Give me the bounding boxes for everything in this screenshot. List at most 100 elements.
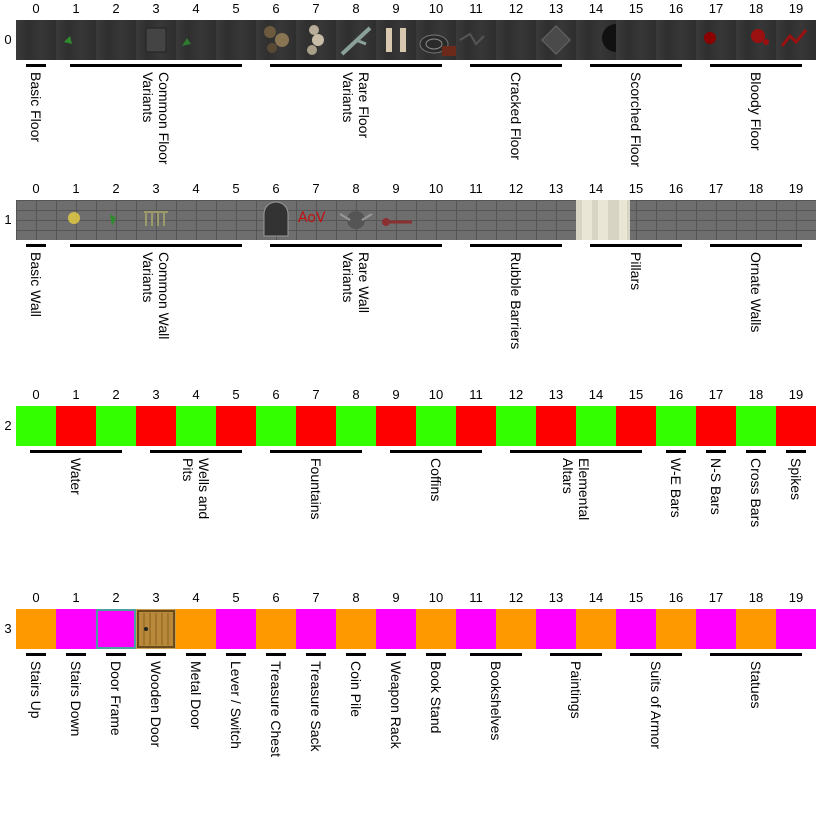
tile[interactable] [96,406,136,446]
tile[interactable] [216,609,256,649]
tile[interactable] [136,609,176,649]
tile[interactable] [256,406,296,446]
tile[interactable] [736,609,776,649]
column-number: 14 [588,181,604,196]
tile[interactable] [776,609,816,649]
tile[interactable] [616,200,656,240]
tile[interactable] [736,200,776,240]
tile[interactable] [776,200,816,240]
tile[interactable] [216,20,256,60]
tile[interactable] [336,20,376,60]
tile[interactable] [696,406,736,446]
tile[interactable] [416,609,456,649]
tile[interactable] [576,20,630,60]
tile[interactable] [96,200,136,240]
group-label-line: Altars [560,458,576,494]
tile[interactable] [776,20,816,60]
tile[interactable] [496,200,536,240]
tile[interactable] [336,609,376,649]
tile[interactable] [616,406,656,446]
tile[interactable] [456,200,496,240]
tile[interactable] [656,20,696,60]
tile[interactable] [616,20,656,60]
tile[interactable] [536,20,576,60]
tile[interactable] [256,20,296,60]
tile[interactable] [456,609,496,649]
tile[interactable] [576,609,616,649]
column-number: 6 [272,387,280,402]
tile[interactable] [56,200,96,240]
tile[interactable] [376,609,416,649]
tile[interactable] [576,406,616,446]
column-number: 12 [508,1,524,16]
tile[interactable] [336,406,376,446]
tile[interactable] [376,200,416,240]
tile[interactable] [96,20,136,60]
tile[interactable] [176,200,216,240]
tile[interactable] [336,200,376,240]
tile[interactable] [656,609,696,649]
tile[interactable] [16,406,56,446]
group-label-line: Bookshelves [488,661,504,741]
tile[interactable] [656,200,696,240]
group-underline [266,653,286,656]
tile[interactable] [536,609,576,649]
column-number: 17 [708,590,724,605]
tile[interactable] [616,609,656,649]
group-label: N-S Bars [708,458,724,515]
group-label-line: Stairs Down [68,661,84,737]
tile[interactable] [376,406,416,446]
tile[interactable] [456,20,496,60]
tile[interactable] [376,20,416,60]
tile[interactable] [416,20,456,60]
tile[interactable] [576,200,616,240]
column-number: 7 [312,181,320,196]
tile[interactable] [56,20,96,60]
group-label: Scorched Floor [628,72,644,167]
tile[interactable] [496,20,536,60]
tile[interactable] [176,406,216,446]
tile[interactable] [256,609,296,649]
tile[interactable] [456,406,496,446]
tile[interactable] [296,406,336,446]
tile[interactable] [656,406,696,446]
tile[interactable] [96,609,136,649]
tile[interactable] [136,406,176,446]
tile[interactable] [536,406,576,446]
tile[interactable] [696,200,736,240]
tile[interactable] [296,609,336,649]
tile[interactable] [496,609,536,649]
tile[interactable] [56,406,96,446]
tile[interactable] [416,200,456,240]
column-number: 13 [548,387,564,402]
tile[interactable] [696,609,736,649]
tile[interactable] [736,406,776,446]
tile[interactable] [776,406,816,446]
tile[interactable] [736,20,776,60]
tile[interactable] [176,20,216,60]
group-underline [26,244,46,247]
tile[interactable] [416,406,456,446]
group-label-line: Pillars [628,252,644,291]
tile[interactable] [216,200,256,240]
group-underline [270,244,442,247]
tile[interactable] [16,200,56,240]
tile[interactable] [16,609,56,649]
group-label: Suits of Armor [648,661,664,749]
tile[interactable] [536,200,576,240]
tile[interactable] [56,609,96,649]
tile[interactable] [16,20,56,60]
tile[interactable] [696,20,736,60]
tile[interactable] [256,200,296,240]
tile[interactable] [176,609,216,649]
tile[interactable] [216,406,256,446]
group-label-line: Coin Pile [348,661,364,718]
tile[interactable] [136,200,176,240]
tile[interactable] [496,406,536,446]
tile[interactable] [296,20,336,60]
group-label: Coffins [428,458,444,501]
column-number: 7 [312,1,320,16]
tile[interactable]: AoV [296,200,336,240]
tile[interactable] [136,20,176,60]
group-label-line: Basic Wall [28,252,44,317]
